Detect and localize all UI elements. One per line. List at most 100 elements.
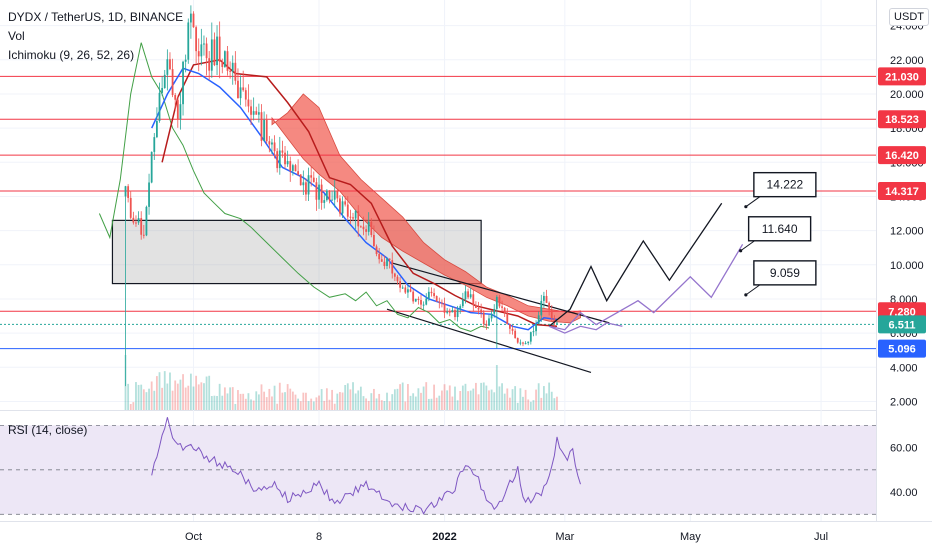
volume-bar bbox=[145, 392, 148, 410]
volume-bar bbox=[532, 400, 535, 410]
candle-body bbox=[213, 39, 216, 66]
candle-body bbox=[472, 294, 475, 306]
candle-body bbox=[438, 301, 441, 303]
volume-bar bbox=[469, 390, 472, 410]
volume-bar bbox=[535, 389, 537, 410]
volume-bar bbox=[524, 389, 527, 410]
candle-body bbox=[545, 295, 548, 303]
candle-body bbox=[129, 197, 132, 218]
candle-body bbox=[396, 276, 399, 282]
candle-body bbox=[341, 201, 344, 214]
candle-body bbox=[464, 291, 467, 300]
volume-bar bbox=[556, 396, 558, 410]
volume-bar bbox=[179, 379, 182, 410]
volume-bar bbox=[148, 388, 150, 410]
candle-body bbox=[184, 59, 187, 62]
candle-body bbox=[257, 112, 260, 115]
volume-bar bbox=[357, 390, 360, 410]
target-callout-label: 14.222 bbox=[767, 178, 804, 192]
candle-body bbox=[433, 293, 435, 297]
volume-bar bbox=[339, 392, 341, 410]
volume-bar bbox=[537, 383, 540, 410]
volume-bar bbox=[443, 384, 446, 410]
volume-bar bbox=[485, 385, 488, 410]
volume-bar bbox=[331, 389, 333, 410]
volume-bar bbox=[495, 365, 498, 410]
candle-body bbox=[380, 259, 383, 262]
volume-bar bbox=[257, 394, 260, 410]
candle-body bbox=[223, 51, 226, 67]
candle-body bbox=[325, 190, 328, 201]
target-callout-pointer bbox=[745, 196, 761, 208]
candle-body bbox=[281, 150, 284, 153]
candle-body bbox=[331, 199, 333, 201]
volume-bar bbox=[527, 399, 530, 410]
price-tick-label: 4.000 bbox=[890, 362, 918, 374]
volume-bar bbox=[386, 392, 388, 410]
candle-body bbox=[135, 222, 137, 224]
target-callout-pointer bbox=[740, 240, 755, 252]
volume-bar bbox=[200, 382, 203, 410]
price-level-badge bbox=[878, 315, 926, 334]
volume-bar bbox=[370, 393, 373, 410]
volume-bar bbox=[163, 371, 166, 410]
volume-bar bbox=[490, 389, 493, 410]
volume-bar bbox=[135, 382, 137, 410]
volume-bar bbox=[341, 392, 344, 410]
channel-lower-line bbox=[386, 308, 592, 373]
volume-bar bbox=[543, 386, 545, 410]
candle-body bbox=[169, 59, 171, 70]
candle-body bbox=[273, 142, 276, 152]
volume-bar bbox=[223, 387, 226, 410]
candle-body bbox=[124, 186, 127, 197]
volume-bar bbox=[166, 383, 169, 410]
volume-bar bbox=[216, 395, 218, 410]
volume-bar bbox=[448, 385, 451, 410]
volume-bar bbox=[189, 373, 192, 410]
candle-body bbox=[148, 182, 150, 207]
volume-bar bbox=[184, 387, 187, 410]
candle-body bbox=[302, 182, 305, 186]
ichimoku-indicator-label: Ichimoku (9, 26, 52, 26) bbox=[8, 48, 135, 62]
candle-body bbox=[328, 190, 331, 201]
currency-label[interactable]: USDT bbox=[889, 8, 929, 26]
target-callout-dot bbox=[744, 293, 748, 297]
volume-bar bbox=[399, 384, 401, 410]
volume-bar bbox=[388, 401, 391, 410]
volume-bar bbox=[221, 395, 224, 410]
volume-bar bbox=[417, 388, 420, 410]
candle-body bbox=[150, 151, 153, 183]
candle-body bbox=[503, 307, 506, 314]
candle-body bbox=[448, 311, 451, 313]
candle-body bbox=[514, 330, 517, 339]
candle-body bbox=[242, 87, 245, 91]
volume-bar bbox=[545, 393, 548, 410]
volume-bar bbox=[425, 382, 428, 410]
candle-body bbox=[231, 62, 234, 72]
volume-bar bbox=[393, 389, 396, 410]
volume-bar bbox=[456, 400, 459, 410]
candle-body bbox=[176, 99, 179, 120]
candle-body bbox=[482, 312, 485, 324]
candle-body bbox=[239, 87, 242, 99]
time-tick-label: Oct bbox=[185, 531, 202, 543]
candle-body bbox=[446, 311, 449, 313]
volume-bar bbox=[226, 393, 229, 410]
volume-bar bbox=[430, 398, 433, 410]
volume-bar bbox=[176, 383, 179, 410]
candle-body bbox=[543, 295, 545, 301]
candle-body bbox=[268, 141, 271, 145]
candle-body bbox=[354, 210, 357, 219]
candle-body bbox=[375, 246, 378, 255]
price-level-label: 21.030 bbox=[885, 71, 919, 83]
candle-body bbox=[161, 87, 164, 93]
candle-body bbox=[430, 291, 433, 294]
volume-bar bbox=[192, 386, 195, 410]
volume-bar bbox=[441, 390, 443, 410]
volume-bar bbox=[305, 392, 307, 410]
price-level-label: 6.511 bbox=[889, 319, 916, 331]
time-tick-label: 2022 bbox=[432, 531, 456, 543]
volume-bar bbox=[522, 396, 524, 410]
volume-bar bbox=[169, 372, 171, 410]
